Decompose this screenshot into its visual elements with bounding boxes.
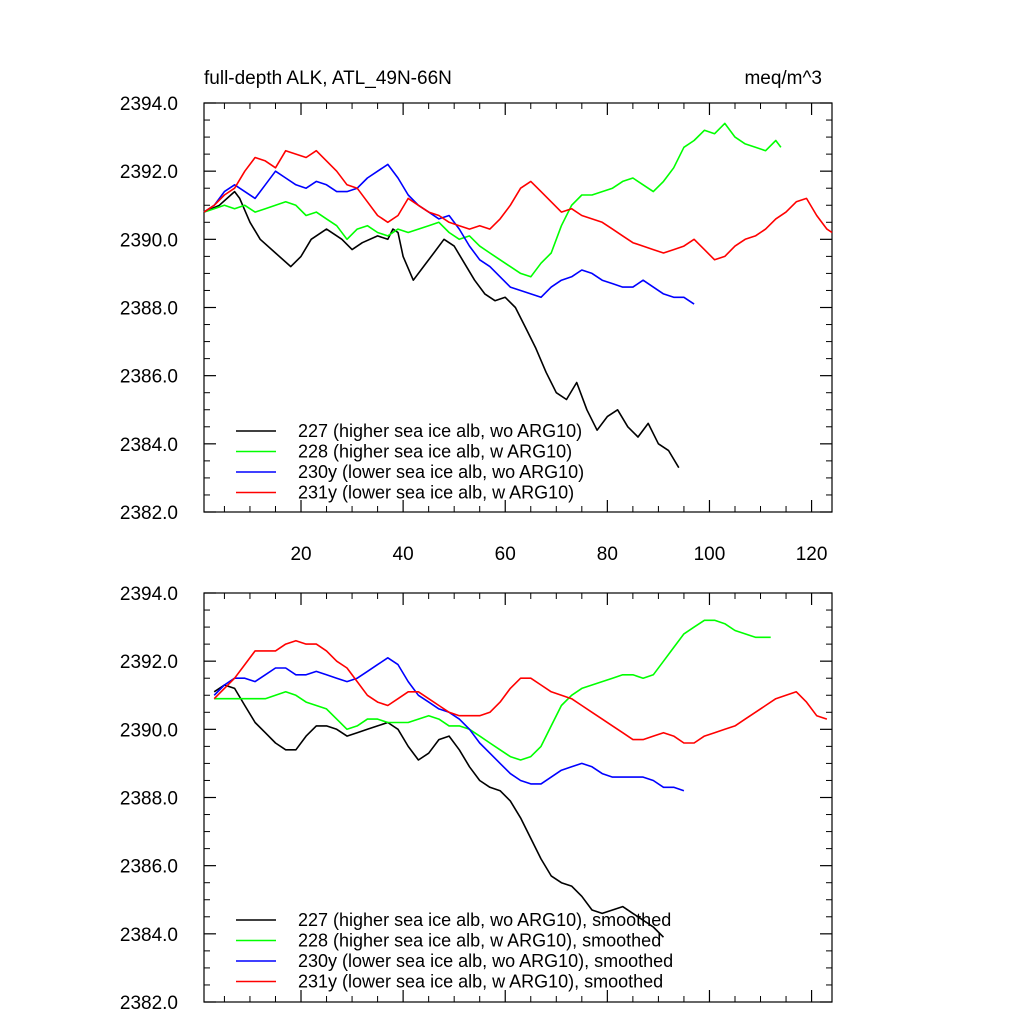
legend-label-228: 228 (higher sea ice alb, w ARG10) <box>298 442 572 462</box>
y-tick-label: 2384.0 <box>120 925 178 946</box>
y-tick-label: 2388.0 <box>120 789 178 810</box>
y-tick-label: 2382.0 <box>120 503 178 524</box>
y-tick-label: 2392.0 <box>120 652 178 673</box>
x-tick-label: 80 <box>597 544 618 565</box>
x-tick-label: 100 <box>694 544 726 565</box>
series-line-228 <box>203 122 782 278</box>
legend-label-227: 227 (higher sea ice alb, wo ARG10) <box>298 421 582 441</box>
legend-label-231y: 231y (lower sea ice alb, w ARG10), smoot… <box>298 972 663 992</box>
y-tick-label: 2394.0 <box>120 94 178 115</box>
legend-label-231y: 231y (lower sea ice alb, w ARG10) <box>298 483 574 503</box>
units-label: meq/m^3 <box>744 68 822 89</box>
y-tick-label: 2394.0 <box>120 584 178 605</box>
legend-label-228: 228 (higher sea ice alb, w ARG10), smoot… <box>298 931 661 951</box>
chart-panel-smoothed: 2382.0 2384.0 2386.0 2388.0 2390.0 2392.0 2394… <box>120 584 833 1014</box>
y-tick-label: 2390.0 <box>120 720 178 741</box>
y-tick-label: 2388.0 <box>120 299 178 320</box>
series-line-227 <box>203 190 680 469</box>
y-tick-label: 2390.0 <box>120 230 178 251</box>
series-line-230y <box>203 163 695 305</box>
y-tick-label: 2384.0 <box>120 435 178 456</box>
legend-label-227: 227 (higher sea ice alb, wo ARG10), smoo… <box>298 910 671 930</box>
y-tick-label: 2382.0 <box>120 993 178 1014</box>
x-tick-label: 60 <box>495 544 516 565</box>
x-tick-label: 20 <box>290 544 311 565</box>
x-tick-label: 40 <box>393 544 414 565</box>
series-line-227 <box>213 684 665 938</box>
x-tick-label: 120 <box>796 544 828 565</box>
series-line-231y <box>213 639 828 744</box>
y-tick-label: 2392.0 <box>120 162 178 183</box>
legend-label-230y: 230y (lower sea ice alb, wo ARG10) <box>298 462 584 482</box>
chart-title: full-depth ALK, ATL_49N-66N <box>204 68 452 89</box>
chart-panel-raw: full-depth ALK, ATL_49N-66N meq/m^3 2382… <box>120 68 833 565</box>
series-line-231y <box>203 149 833 261</box>
y-tick-label: 2386.0 <box>120 857 178 878</box>
y-tick-label: 2386.0 <box>120 367 178 388</box>
legend-label-230y: 230y (lower sea ice alb, wo ARG10), smoo… <box>298 951 673 971</box>
series-line-228 <box>214 619 771 761</box>
